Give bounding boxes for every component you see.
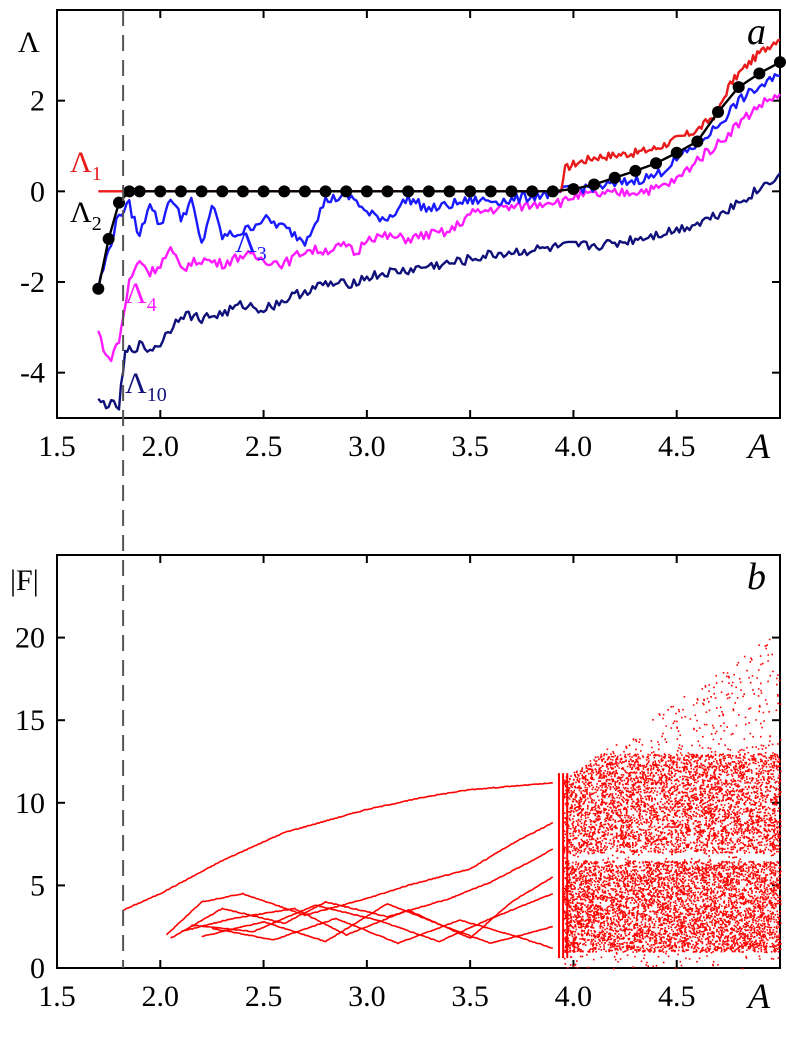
series-label-lambda4: Λ4	[125, 277, 157, 316]
series-label-lambda10: Λ10	[125, 367, 167, 406]
marker-point-lambda2	[753, 67, 766, 80]
marker-point-lambda2	[691, 135, 704, 148]
marker-point-lambda2	[340, 185, 353, 198]
bifurcation-branch	[211, 917, 553, 949]
marker-point-lambda2	[712, 106, 725, 118]
panel-b-y-axis-label: |F|	[10, 564, 39, 597]
panel-b-x-tick-label: 2.0	[142, 980, 180, 1013]
series-line-lambda10	[97, 172, 781, 411]
marker-point-lambda2	[257, 185, 270, 198]
marker-point-lambda2	[236, 185, 249, 198]
marker-point-lambda2	[154, 185, 167, 198]
bifurcation-branch	[191, 892, 554, 943]
chaos-dots	[563, 638, 782, 970]
panel-b-y-tick-label: 5	[30, 869, 45, 902]
marker-point-lambda2	[381, 185, 394, 198]
marker-point-lambda2	[402, 185, 415, 198]
marker-point-lambda2	[774, 56, 786, 69]
marker-point-lambda2	[298, 185, 311, 198]
marker-point-lambda2	[123, 185, 136, 198]
panel-b-y-tick-label: 15	[15, 704, 45, 737]
marker-point-lambda2	[102, 232, 115, 245]
panel-a-x-tick-label: 2.5	[245, 430, 283, 463]
series-label-lambda2: Λ2	[70, 196, 102, 235]
marker-point-lambda2	[360, 185, 373, 198]
panel-a-panel-letter: a	[747, 11, 766, 53]
marker-point-lambda2	[174, 185, 187, 198]
panel-a: 1.5 2.0 2.5 3.0 3.5 4.0 4.5 -4 -2 0 2 Aa Λ Λ10 Λ4 Λ3 Λ1 Λ…	[18, 9, 786, 466]
chaos-scatter-cloud	[557, 638, 782, 970]
marker-point-lambda2	[650, 157, 663, 170]
panel-a-y-tick-label: -4	[20, 357, 45, 390]
bifurcation-branch	[122, 781, 553, 912]
series-line-lambda4	[97, 93, 782, 363]
panel-b-x-axis-label: A	[746, 976, 771, 1016]
bifurcation-branch	[170, 848, 554, 939]
series-label-lambda1: Λ1	[70, 146, 102, 185]
panel-a-y-tick-label: 0	[30, 175, 45, 208]
panel-a-x-tick-label: 3.5	[451, 430, 489, 463]
bifurcation-branch	[201, 903, 553, 944]
marker-point-lambda2	[133, 185, 146, 198]
panel-a-y-axis-label: Λ	[18, 26, 40, 59]
panel-a-x-tick-label: 4.0	[555, 430, 593, 463]
marker-point-lambda2	[608, 171, 621, 184]
marker-point-lambda2	[195, 185, 208, 198]
panel-b-x-tick-label: 4.0	[555, 980, 593, 1013]
panel-b-frame	[56, 554, 781, 969]
panel-a-x-tick-label: 3.0	[348, 430, 386, 463]
bifurcation-branch	[180, 876, 554, 940]
panel-b-x-tick-label: 2.5	[245, 980, 283, 1013]
marker-point-lambda2	[278, 185, 291, 198]
marker-point-lambda2	[443, 185, 456, 198]
panel-b-x-tick-label: 4.5	[658, 980, 696, 1013]
series-line-lambda1	[98, 38, 781, 193]
panel-b-x-tick-label: 3.5	[451, 980, 489, 1013]
panel-b-x-tick-label: 3.0	[348, 980, 386, 1013]
panel-b-panel-letter: b	[747, 556, 766, 598]
panel-a-y-tick-label: -2	[20, 266, 45, 299]
panel-a-y-tick-label: 2	[30, 85, 45, 118]
series-line-lambda3	[97, 73, 780, 289]
marker-point-lambda2	[670, 146, 683, 159]
marker-point-lambda2	[464, 185, 477, 198]
marker-point-lambda2	[92, 282, 105, 295]
marker-point-lambda2	[546, 185, 559, 198]
panel-a-x-tick-label: 1.5	[38, 430, 76, 463]
marker-point-lambda2	[629, 164, 642, 177]
panel-a-frame	[56, 9, 781, 419]
marker-point-lambda2	[526, 185, 539, 198]
panel-a-x-tick-label: 4.5	[658, 430, 696, 463]
panel-b: 1.5 2.0 2.5 3.0 3.5 4.0 4.5 0 5 10 15 20 Ab |F|	[10, 554, 782, 1016]
marker-point-lambda2	[484, 185, 497, 198]
series-line-lambda2	[97, 61, 781, 290]
bifurcation-branch	[165, 821, 554, 936]
marker-point-lambda2	[422, 185, 435, 198]
panel-a-x-axis-label: A	[746, 426, 771, 466]
marker-point-lambda2	[588, 178, 601, 191]
panel-b-y-tick-label: 20	[15, 622, 45, 655]
panel-b-y-tick-label: 0	[30, 952, 45, 985]
marker-point-lambda2	[319, 185, 332, 198]
panel-a-x-tick-label: 2.0	[142, 430, 180, 463]
marker-point-lambda2	[505, 185, 518, 198]
marker-point-lambda2	[567, 183, 580, 196]
marker-point-lambda2	[732, 81, 745, 94]
series-label-lambda3: Λ3	[235, 226, 267, 265]
panel-b-y-tick-label: 10	[15, 787, 45, 820]
marker-point-lambda2	[216, 185, 229, 198]
panel-b-x-tick-label: 1.5	[38, 980, 76, 1013]
marker-point-lambda2	[112, 196, 125, 209]
